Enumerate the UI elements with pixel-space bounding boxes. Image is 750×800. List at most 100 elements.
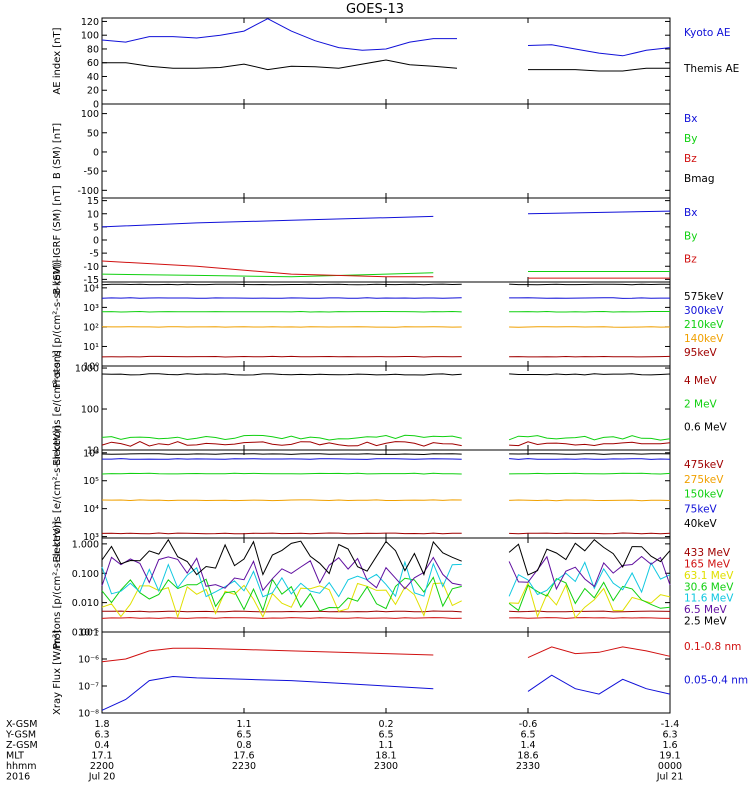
legend-63-1-mev: 63.1 MeV — [684, 570, 734, 582]
legend-bz: Bz — [684, 254, 697, 266]
series-line-themis-ae — [102, 59, 458, 71]
footer-value: 0000 — [658, 761, 682, 772]
y-tick-label: 100 — [81, 109, 99, 120]
series-line-11-6-mev — [508, 561, 671, 597]
series-line-0-05-0-4-nm — [527, 674, 671, 695]
series-line-575kev — [509, 283, 670, 286]
y-tick-label: 10⁻⁸ — [78, 709, 99, 720]
footer-value: 1.6 — [662, 740, 677, 751]
footer-value: 6.3 — [662, 730, 677, 741]
footer-value: 6.5 — [378, 730, 393, 741]
series-line-165-mev — [101, 617, 462, 619]
y-tick-label: 10⁵ — [83, 476, 99, 487]
y-tick-label: 10¹ — [83, 342, 99, 353]
legend-6-5-mev: 6.5 MeV — [684, 604, 728, 616]
y-axis-label: B (SM)-IGRF (SM) [nT] — [52, 185, 63, 294]
footer-value: 2300 — [374, 761, 398, 772]
legend-bx: Bx — [684, 113, 697, 125]
series-line-30-6-mev — [508, 577, 671, 612]
series-line-4-mev — [509, 441, 671, 447]
legend-75kev: 75keV — [684, 503, 718, 515]
y-tick-label: 0.010 — [72, 598, 99, 609]
series-line-2-5-mev — [508, 539, 671, 576]
footer-row-label: hhmm — [6, 761, 37, 772]
legend-0-05-0-4-nm: 0.05-0.4 nm — [684, 675, 748, 687]
y-tick-label: -100 — [77, 186, 99, 197]
legend-40kev: 40keV — [684, 518, 718, 530]
legend-4-mev: 4 MeV — [684, 375, 718, 387]
panel-frame — [101, 631, 671, 714]
footer-row-label: MLT — [6, 751, 24, 762]
legend-bx: Bx — [684, 207, 697, 219]
footer-value: 18.1 — [375, 751, 396, 762]
legend-95kev: 95keV — [684, 347, 718, 359]
series-line-210kev — [509, 310, 670, 313]
series-line-150kev — [101, 472, 462, 475]
series-line-300kev — [509, 297, 670, 299]
series-line-0-6-mev — [101, 373, 462, 376]
panel-frame — [101, 365, 671, 451]
series-line-75kev — [102, 458, 462, 460]
series-line-11-6-mev — [101, 560, 462, 598]
series-line-95kev — [509, 355, 671, 358]
panel-frame — [101, 197, 671, 283]
series-line-4-mev — [101, 441, 462, 447]
y-tick-label: 10 — [87, 209, 99, 220]
legend-2-5-mev: 2.5 MeV — [684, 616, 728, 628]
panel-frame — [101, 17, 671, 105]
footer-value: 17.6 — [233, 751, 254, 762]
y-tick-label: 10⁰ — [83, 362, 99, 373]
panel-protons_mev: 0.001 0.010 0.100 1.000 Protons [p/(cm²-s-sr… — [52, 521, 734, 649]
y-tick-label: 0.001 — [72, 628, 99, 639]
footer-value: 1.1 — [378, 740, 393, 751]
y-tick-label: 50 — [87, 128, 99, 139]
y-tick-label: 10⁴ — [83, 283, 99, 294]
footer-row-label: X-GSM — [6, 719, 37, 730]
legend-by: By — [684, 133, 697, 145]
footer-value: 19.1 — [659, 751, 680, 762]
series-line-2-5-mev — [101, 538, 462, 576]
panel-bigrf: -15 -10 -5 0 5 10 15 B (SM)-IGRF (SM) [nT] Bx By B… — [52, 185, 697, 294]
footer-value: 0.8 — [236, 740, 251, 751]
series-line-0-1-0-8-nm — [101, 647, 434, 663]
footer-value: 1.4 — [520, 740, 535, 751]
y-tick-label: 60 — [87, 58, 99, 69]
panel-xray: 10⁻⁸ 10⁻⁷ 10⁻⁶ 10⁻⁵ Xray Flux [W/m²] 0.1-0.8 … — [52, 628, 748, 720]
y-tick-label: 10⁻⁶ — [78, 655, 99, 666]
panel-frame — [101, 449, 671, 539]
y-tick-label: 10⁻⁵ — [78, 628, 99, 639]
footer-value: Jul 21 — [656, 772, 684, 783]
series-line-40kev — [509, 453, 671, 455]
series-line-275kev — [101, 499, 462, 502]
y-tick-label: 10⁴ — [83, 504, 99, 515]
footer-value: -0.6 — [519, 719, 538, 730]
series-line-0-05-0-4-nm — [101, 675, 434, 711]
y-tick-label: 0 — [93, 147, 99, 158]
chart-title: GOES-13 — [346, 2, 404, 17]
y-axis-label: Xray Flux [W/m²] — [52, 630, 63, 715]
footer-value: 17.1 — [91, 751, 112, 762]
y-axis-label: B (SM) [nT] — [52, 123, 63, 179]
y-tick-label: 1.000 — [72, 539, 99, 550]
legend-themis-ae: Themis AE — [683, 63, 739, 75]
legend-2-mev: 2 MeV — [684, 398, 718, 410]
series-line-140kev — [509, 326, 671, 328]
panel-electrons_mev: 10 100 1000 Electrons [e/(cm²-s-sr)] 4 MeV 2 … — [52, 350, 728, 466]
series-line-210kev — [101, 310, 462, 313]
legend-433-mev: 433 MeV — [684, 547, 731, 559]
series-line-bx — [101, 215, 434, 228]
footer-value: 2200 — [90, 761, 114, 772]
legend-11-6-mev: 11.6 MeV — [684, 593, 734, 605]
panel-electrons_kev: 10³ 10⁴ 10⁵ 10⁶ Electrons [e/(cm²-s-sr-keV)]… — [52, 425, 724, 562]
legend-140kev: 140keV — [684, 333, 724, 345]
legend-150kev: 150keV — [684, 489, 724, 501]
footer-value: 18.6 — [517, 751, 538, 762]
y-axis-label: Electrons [e/(cm²-s-sr)] — [52, 350, 63, 466]
series-line-275kev — [509, 499, 671, 502]
series-line-themis-ae — [528, 67, 670, 72]
legend-210kev: 210keV — [684, 319, 724, 331]
legend-30-6-mev: 30.6 MeV — [684, 581, 734, 593]
legend-by: By — [684, 230, 697, 242]
y-tick-label: 1000 — [75, 364, 99, 375]
